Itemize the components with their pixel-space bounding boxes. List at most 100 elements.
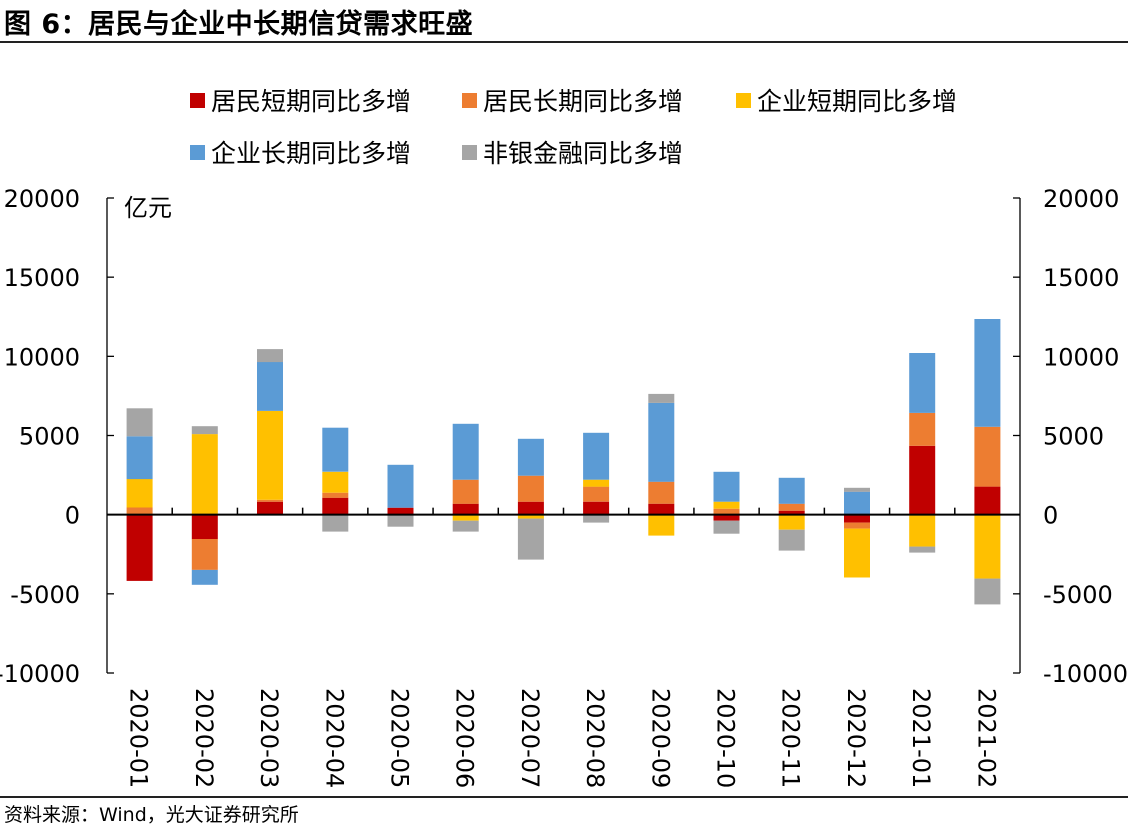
y-tick-label-left: 20000 (4, 185, 80, 213)
bar-segment (257, 349, 283, 363)
bar-segment (974, 319, 1001, 427)
bar-segment (126, 514, 153, 581)
bar-segment (648, 481, 675, 504)
bar-segment (257, 501, 283, 515)
x-tick-label: 2020-11 (777, 688, 805, 788)
source-note: 资料来源：Wind，光大证券研究所 (4, 804, 299, 826)
bar-segment (844, 491, 870, 515)
y-tick-label-right: 15000 (1043, 264, 1119, 292)
bar-segment (191, 569, 218, 585)
bar-segment (778, 503, 805, 511)
legend-item: 企业长期同比多增 (190, 134, 411, 170)
legend-swatch (462, 92, 477, 108)
y-tick-label-right: 5000 (1043, 423, 1104, 451)
bar-segment (517, 501, 544, 515)
x-tick-label: 2020-04 (320, 688, 348, 788)
bar-segment (583, 486, 610, 502)
x-tick-label: 2021-02 (972, 688, 1000, 788)
legend: 居民短期同比多增 居民长期同比多增 企业短期同比多增 企业长期同比多增 非银金融… (0, 0, 1128, 180)
x-tick-label: 2020-01 (125, 688, 153, 788)
legend-item: 企业短期同比多增 (736, 82, 957, 118)
y-tick-label-left: 15000 (4, 264, 80, 292)
bar-segment (583, 514, 610, 523)
y-tick-label-right: -10000 (1043, 660, 1128, 688)
x-tick-label: 2020-03 (255, 688, 283, 788)
bars-layer (126, 319, 1001, 605)
bar-segment (844, 487, 870, 492)
y-tick-label-right: -5000 (1043, 581, 1113, 609)
x-tick-label: 2020-07 (516, 688, 544, 788)
bar-segment (778, 510, 805, 515)
bar-segment (322, 514, 349, 532)
bar-segment (713, 514, 740, 521)
y-tick-label-left: -10000 (0, 660, 80, 688)
bar-segment (387, 464, 414, 508)
bar-segment (648, 402, 675, 482)
bar-segment (844, 522, 870, 529)
bar-segment (713, 508, 740, 515)
bar-segment (909, 353, 936, 413)
legend-label: 居民短期同比多增 (211, 87, 412, 116)
bar-segment (126, 408, 153, 437)
bar-segment (844, 514, 870, 523)
unit-label: 亿元 (124, 194, 172, 222)
bar-segment (583, 432, 610, 480)
x-tick-label: 2021-01 (907, 688, 935, 788)
bar-segment (909, 514, 936, 547)
x-tick-label: 2020-02 (190, 688, 218, 788)
bar-segment (583, 501, 610, 515)
x-tick-label: 2020-05 (386, 688, 414, 788)
legend-item: 居民短期同比多增 (190, 82, 411, 118)
legend-label: 企业长期同比多增 (211, 139, 412, 168)
y-tick-label-left: 0 (65, 502, 80, 530)
bar-segment (126, 479, 153, 508)
bar-segment (387, 514, 414, 527)
bar-segment (452, 479, 479, 504)
bar-segment (191, 514, 218, 540)
legend-label: 非银金融同比多增 (483, 139, 684, 168)
bar-segment (909, 412, 936, 446)
bar-segment (452, 423, 479, 480)
legend-swatch (736, 92, 751, 108)
x-tick-label: 2020-10 (712, 688, 740, 788)
bar-segment (778, 477, 805, 504)
bar-segment (452, 520, 479, 532)
y-tick-label-left: 10000 (4, 343, 80, 371)
bar-segment (452, 514, 479, 521)
bar-segment (713, 501, 740, 509)
bar-segment (322, 471, 349, 493)
bar-segment (517, 518, 544, 560)
bar-segment (909, 546, 936, 553)
x-tick-label: 2020-12 (842, 688, 870, 788)
legend-label: 企业短期同比多增 (757, 87, 958, 116)
y-tick-label-right: 20000 (1043, 185, 1119, 213)
bar-segment (126, 436, 153, 480)
bar-segment (713, 520, 740, 534)
x-tick-label: 2020-09 (646, 688, 674, 788)
chart-title: 图 6：居民与企业中长期信贷需求旺盛 (4, 9, 474, 40)
bar-segment (257, 411, 283, 500)
bar-segment (517, 514, 544, 519)
bar-segment (191, 539, 218, 570)
legend-swatch (190, 92, 205, 108)
bar-segment (648, 503, 675, 515)
bar-segment (257, 499, 283, 502)
bar-segment (517, 475, 544, 502)
bar-segment (191, 426, 218, 435)
bar-segment (648, 393, 675, 403)
legend-item: 居民长期同比多增 (462, 82, 683, 118)
bar-segment (974, 578, 1001, 605)
bar-segment (257, 362, 283, 411)
x-tick-label: 2020-08 (581, 688, 609, 788)
bar-segment (974, 486, 1001, 515)
y-tick-label-left: -5000 (10, 581, 80, 609)
axes-layer: -10000 -10000 -5000 -5000 0 0 5000 5000 10000 100… (0, 185, 1128, 788)
bar-segment (648, 514, 675, 536)
bar-segment (974, 514, 1001, 579)
bar-segment (583, 479, 610, 487)
bar-segment (517, 438, 544, 476)
bar-segment (844, 528, 870, 578)
legend-item: 非银金融同比多增 (462, 134, 683, 170)
bar-segment (191, 434, 218, 515)
